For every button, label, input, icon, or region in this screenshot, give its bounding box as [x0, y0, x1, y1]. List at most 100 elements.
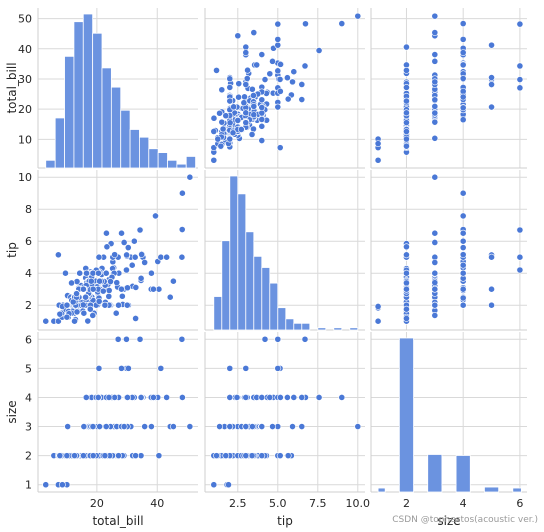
scatter-point [301, 62, 309, 70]
scatter-point [89, 312, 97, 319]
scatter-point [431, 118, 439, 126]
scatter-point [123, 335, 130, 343]
scatter-point [403, 135, 410, 143]
scatter-point [137, 274, 145, 282]
scatter-point [105, 287, 113, 294]
scatter-point [289, 78, 296, 86]
scatter-point [338, 394, 346, 401]
scatter-point [95, 269, 102, 277]
scatter-point [71, 452, 78, 460]
scatter-point [250, 111, 258, 119]
scatter-point [431, 239, 439, 246]
scatter-point [226, 364, 234, 372]
scatter-point [459, 189, 467, 197]
scatter-point [217, 142, 225, 150]
scatter-point [76, 269, 84, 277]
scatter-point [276, 75, 284, 83]
scatter-point [226, 75, 234, 83]
panel-tip-vs-total_bill [37, 170, 198, 331]
scatter-point [354, 12, 362, 20]
scatter-point [276, 452, 284, 460]
scatter-point [269, 57, 276, 65]
scatter-point [403, 269, 410, 277]
scatter-point [96, 277, 103, 285]
scatter-point [242, 109, 250, 117]
scatter-point [210, 481, 218, 489]
hist-bar [317, 327, 327, 331]
scatter-point [403, 279, 410, 287]
panel-total_bill-vs-total_bill [37, 8, 198, 169]
hist-bar [54, 117, 65, 169]
x-tick-label: 2 [403, 497, 410, 510]
scatter-point [84, 317, 92, 325]
x-tick-label: 4 [460, 497, 467, 510]
scatter-point [516, 20, 524, 28]
panel-size-vs-size [370, 332, 527, 493]
x-axis-label-tip: tip [277, 514, 293, 528]
scatter-point [354, 423, 362, 430]
scatter-point [459, 251, 467, 259]
scatter-point [284, 95, 292, 103]
scatter-point [266, 70, 274, 78]
scatter-point [276, 394, 284, 401]
scatter-point [99, 287, 107, 295]
scatter-point [258, 116, 266, 123]
watermark-text: CSDN @tophestos(acoustic ver.) [392, 515, 538, 525]
hist-bar [221, 240, 231, 331]
scatter-point [118, 292, 126, 300]
scatter-point [459, 212, 467, 220]
scatter-point [459, 301, 467, 309]
hist-bar [245, 231, 255, 331]
scatter-point [96, 423, 103, 430]
scatter-point [403, 128, 410, 135]
x-axis-label-size: size [437, 514, 460, 528]
hist-bar [301, 322, 311, 331]
scatter-point [169, 277, 177, 285]
scatter-point [298, 96, 306, 103]
hist-bar [139, 136, 150, 169]
scatter-point [218, 118, 226, 126]
scatter-point [114, 335, 122, 343]
scatter-point [242, 364, 250, 372]
scatter-point [58, 481, 66, 489]
scatter-point [89, 423, 97, 430]
scatter-point [266, 394, 274, 401]
scatter-point [488, 253, 495, 261]
scatter-point [186, 173, 194, 181]
scatter-point [178, 189, 186, 197]
scatter-point [459, 61, 467, 69]
scatter-point [276, 144, 284, 152]
scatter-point [113, 279, 121, 287]
scatter-point [120, 423, 128, 430]
scatter-point [130, 237, 138, 245]
scatter-point [403, 251, 410, 259]
y-axis-label-tip: tip [5, 242, 19, 258]
scatter-point [488, 81, 495, 88]
scatter-point [315, 47, 323, 54]
scatter-point [89, 285, 97, 293]
scatter-point [62, 269, 69, 277]
scatter-point [79, 301, 87, 309]
scatter-point [68, 279, 75, 287]
y-tick-label: 40 [18, 43, 32, 56]
scatter-point [403, 119, 410, 127]
scatter-point [431, 259, 439, 266]
scatter-point [137, 394, 145, 401]
scatter-point [298, 81, 306, 88]
hist-bar [185, 156, 196, 169]
scatter-point [459, 244, 467, 251]
scatter-point [301, 335, 309, 343]
scatter-point [403, 84, 410, 91]
scatter-point [403, 142, 410, 150]
scatter-point [235, 93, 242, 101]
y-tick-label: 1 [25, 479, 32, 492]
scatter-point [216, 109, 223, 117]
scatter-point [431, 103, 439, 110]
y-tick-label: 6 [25, 333, 32, 346]
scatter-point [488, 301, 495, 309]
scatter-point [242, 119, 250, 127]
scatter-point [516, 266, 524, 274]
scatter-point [488, 103, 495, 111]
scatter-point [54, 251, 62, 259]
hist-bar [269, 282, 279, 331]
